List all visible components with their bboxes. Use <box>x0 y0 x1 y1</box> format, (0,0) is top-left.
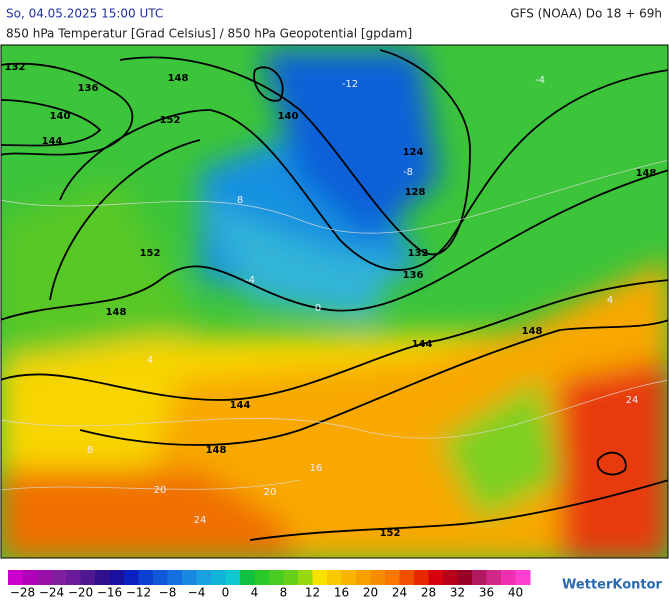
contour-label: 136 <box>403 270 424 281</box>
colorbar-tick-label: 0 <box>222 586 230 600</box>
colorbar-tick-label: 20 <box>363 586 378 600</box>
colorbar-tick-label: −8 <box>159 586 177 600</box>
colorbar-segment <box>370 570 386 585</box>
isotherm-label: -4 <box>535 75 545 86</box>
logo: WetterKontor <box>562 578 663 593</box>
colorbar-segment <box>153 570 168 585</box>
colorbar-segment <box>109 570 125 585</box>
isotherm-label: 8 <box>87 445 93 456</box>
isotherm-label: 20 <box>264 487 277 498</box>
colorbar-tick-label: −28 <box>10 586 35 600</box>
colorbar-segment <box>385 570 400 585</box>
colorbar-segment <box>51 570 67 585</box>
colorbar-segment <box>399 570 415 585</box>
colorbar-segment <box>414 570 429 585</box>
contour-label: 152 <box>380 528 401 539</box>
colorbar-segment <box>196 570 212 585</box>
isotherm-label: -8 <box>403 167 413 178</box>
colorbar-tick-label: 8 <box>280 586 288 600</box>
contour-label: 144 <box>230 400 251 411</box>
colorbar-segment <box>225 570 241 585</box>
contour-label: 148 <box>522 326 543 337</box>
colorbar-tick-label: 36 <box>479 586 494 600</box>
colorbar-segment <box>254 570 270 585</box>
colorbar-segment <box>486 570 502 585</box>
contour-label: 144 <box>412 339 433 350</box>
colorbar-segment <box>356 570 371 585</box>
colorbar-segment <box>283 570 299 585</box>
colorbar-segment <box>515 570 531 585</box>
isotherm-label: 24 <box>194 515 207 526</box>
contour-label: 136 <box>78 83 99 94</box>
isotherm-label: 4 <box>147 355 153 366</box>
isotherm-label: 24 <box>626 395 639 406</box>
isotherm-label: 0 <box>315 303 321 314</box>
colorbar-segment <box>457 570 473 585</box>
contour-label: 148 <box>206 445 227 456</box>
contour-label: 152 <box>140 248 161 259</box>
colorbar-tick-label: 24 <box>392 586 407 600</box>
date-label: So, 04.05.2025 15:00 UTC <box>6 7 163 21</box>
contour-label: 132 <box>408 248 429 259</box>
colorbar-tick-label: 28 <box>421 586 436 600</box>
model-label: GFS (NOAA) Do 18 + 69h <box>510 7 662 21</box>
colorbar-tick-label: 4 <box>251 586 259 600</box>
colorbar-tick-label: 12 <box>305 586 320 600</box>
colorbar-segment <box>211 570 226 585</box>
colorbar-tick-label: 16 <box>334 586 349 600</box>
colorbar-tick-label: 40 <box>508 586 523 600</box>
isotherm-label: 16 <box>310 463 323 474</box>
contour-label: 144 <box>42 136 63 147</box>
map-frame <box>0 44 669 559</box>
colorbar-segment <box>66 570 81 585</box>
isotherm-label: 4 <box>607 295 613 306</box>
colorbar-segment <box>182 570 197 585</box>
contour-label: 148 <box>168 73 189 84</box>
colorbar-segment <box>501 570 516 585</box>
colorbar-segment <box>240 570 255 585</box>
colorbar-segment <box>37 570 52 585</box>
isotherm-label: -4 <box>245 275 255 286</box>
contour-label: 140 <box>278 111 299 122</box>
colorbar-tick-label: 32 <box>450 586 465 600</box>
colorbar-segment <box>428 570 444 585</box>
colorbar-segment <box>298 570 313 585</box>
contour-label: 148 <box>636 168 657 179</box>
colorbar-segment <box>167 570 183 585</box>
isotherm-label: 8 <box>237 195 243 206</box>
colorbar-segment <box>138 570 154 585</box>
colorbar-segment <box>22 570 38 585</box>
colorbar-segment <box>443 570 458 585</box>
colorbar-segment <box>80 570 96 585</box>
colorbar-tick-label: −4 <box>188 586 206 600</box>
colorbar-tick-label: −24 <box>39 586 64 600</box>
colorbar-segment <box>472 570 487 585</box>
colorbar-segment <box>269 570 284 585</box>
contour-label: 132 <box>5 62 26 73</box>
colorbar-segment <box>327 570 342 585</box>
isotherm-label: 20 <box>154 485 167 496</box>
colorbar-segment <box>312 570 328 585</box>
colorbar-segment <box>8 570 23 585</box>
colorbar-tick-label: −20 <box>68 586 93 600</box>
subtitle: 850 hPa Temperatur [Grad Celsius] / 850 … <box>6 27 412 41</box>
colorbar-tick-label: −16 <box>97 586 122 600</box>
colorbar-segment <box>124 570 139 585</box>
colorbar-tick-label: −12 <box>126 586 151 600</box>
isotherm-label: -12 <box>342 79 358 90</box>
contour-label: 148 <box>106 307 127 318</box>
contour-label: 128 <box>405 187 426 198</box>
colorbar-segment <box>341 570 357 585</box>
map: 132 136 140 148 152 144 140 124 128 132 136 148 152 1… <box>1 45 668 558</box>
contour-label: 124 <box>403 147 424 158</box>
colorbar-segment <box>95 570 110 585</box>
contour-label: 140 <box>50 111 71 122</box>
contour-label: 152 <box>160 115 181 126</box>
